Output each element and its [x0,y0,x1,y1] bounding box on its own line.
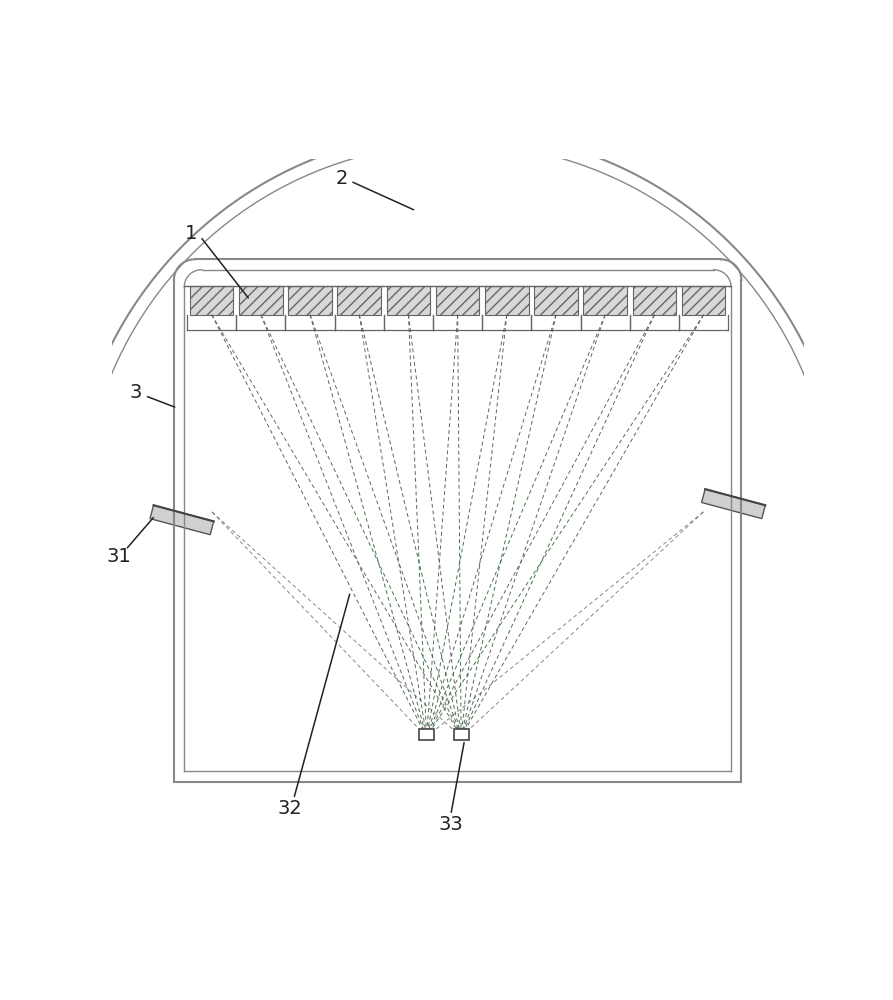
Bar [534,286,578,315]
Bar [419,729,434,740]
Text: 3: 3 [129,383,142,402]
Text: 32: 32 [278,799,303,818]
Bar [485,286,529,315]
Bar [454,729,469,740]
Text: 2: 2 [336,169,348,188]
Bar [436,286,480,315]
Bar [387,286,430,315]
Text: 33: 33 [438,815,463,834]
Bar [239,286,283,315]
Polygon shape [150,505,213,535]
Polygon shape [702,489,765,519]
Bar [632,286,676,315]
Text: 1: 1 [185,224,197,243]
Text: 31: 31 [106,547,131,566]
Bar [583,286,627,315]
Bar [190,286,233,315]
Bar [682,286,725,315]
Bar [288,286,332,315]
Bar [338,286,381,315]
